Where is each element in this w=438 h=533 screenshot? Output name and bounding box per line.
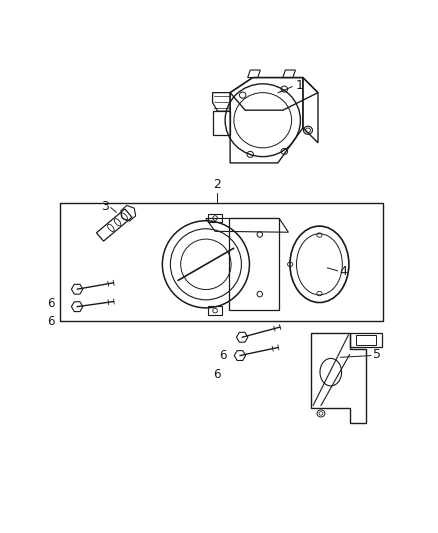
- Polygon shape: [234, 351, 246, 360]
- Text: 6: 6: [47, 297, 55, 310]
- Text: 5: 5: [373, 348, 381, 361]
- Text: 3: 3: [101, 200, 109, 213]
- Ellipse shape: [317, 410, 325, 417]
- Text: 6: 6: [213, 368, 221, 381]
- Text: 4: 4: [339, 265, 347, 278]
- Polygon shape: [237, 332, 248, 342]
- Text: 6: 6: [47, 316, 55, 328]
- Text: 6: 6: [219, 350, 226, 362]
- Text: 1: 1: [295, 79, 303, 92]
- Polygon shape: [71, 302, 83, 312]
- Polygon shape: [71, 284, 83, 294]
- Text: 2: 2: [213, 179, 221, 191]
- Bar: [60, 203, 383, 321]
